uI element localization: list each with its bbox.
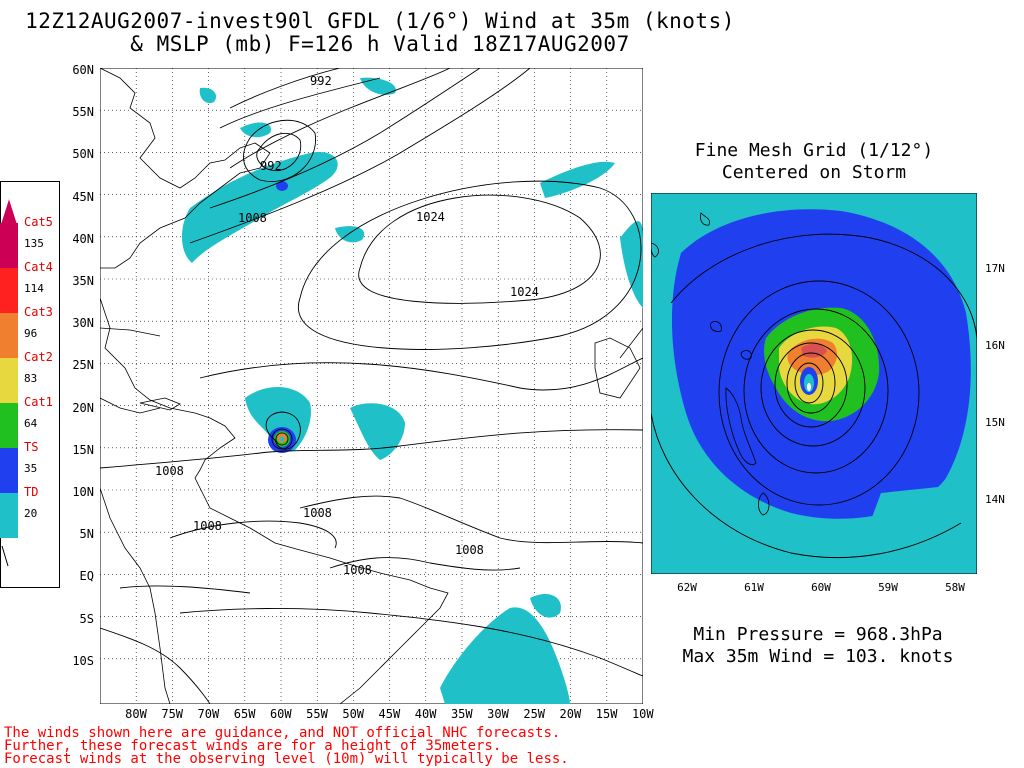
legend-threshold-value: 83 bbox=[24, 372, 38, 385]
latitude-tick-label: 10N bbox=[72, 485, 94, 499]
latitude-tick-label: 40N bbox=[72, 231, 94, 246]
latitude-tick-label: 5N bbox=[79, 527, 94, 542]
longitude-tick-label: 65W bbox=[233, 707, 256, 721]
disclaimer-line3: Forecast winds at the observing level (1… bbox=[4, 751, 569, 767]
isobar-label: 1008 bbox=[455, 543, 484, 557]
isobar-label: 1008 bbox=[193, 519, 222, 533]
legend-color-swatch bbox=[0, 358, 18, 403]
wind-intensity-legend: Cat5 135 Cat4 114 Cat3 96 Cat2 83 Cat1 64 TS 35 TD 20 bbox=[0, 181, 60, 588]
max-wind-readout: Max 35m Wind = 103. knots bbox=[682, 646, 954, 667]
latitude-tick-label: 50N bbox=[72, 147, 94, 162]
legend-category-label: TD bbox=[24, 485, 39, 499]
fine-longitude-tick-label: 61W bbox=[744, 581, 764, 594]
coastlines bbox=[100, 68, 643, 704]
longitude-tick-label: 15W bbox=[595, 707, 618, 721]
fine-latitude-tick-label: 16N bbox=[985, 339, 1005, 352]
legend-color-swatch bbox=[0, 448, 18, 493]
legend-color-swatch bbox=[0, 268, 18, 313]
legend-threshold-value: 114 bbox=[24, 282, 44, 295]
fine-latitude-tick-label: 14N bbox=[985, 493, 1005, 506]
fine-coastlines bbox=[651, 212, 770, 516]
isobar-label: 1008 bbox=[155, 464, 184, 478]
legend-threshold-value: 35 bbox=[24, 462, 38, 475]
latitude-tick-label: 5S bbox=[79, 611, 94, 626]
isobar-label: 992 bbox=[260, 159, 282, 173]
isobar-label: 1008 bbox=[343, 563, 372, 577]
legend-category-label: Cat4 bbox=[24, 260, 53, 274]
latitude-tick-label: 20N bbox=[72, 400, 94, 415]
map-title-line1: 12Z12AUG2007-invest90l GFDL (1/6°) Wind … bbox=[25, 9, 735, 33]
fine-latitude-tick-label: 17N bbox=[985, 262, 1005, 275]
map-title-line2: & MSLP (mb) F=126 h Valid 18Z17AUG2007 bbox=[130, 32, 630, 56]
storm-center-main bbox=[268, 427, 296, 453]
legend-category-label: Cat1 bbox=[24, 395, 53, 409]
legend-threshold-value: 135 bbox=[24, 237, 44, 250]
isobar-label: 1024 bbox=[416, 210, 445, 224]
longitude-tick-label: 30W bbox=[487, 707, 509, 721]
isobar-label: 992 bbox=[310, 74, 332, 88]
latitude-tick-label: 55N bbox=[72, 105, 94, 120]
min-pressure-readout: Min Pressure = 968.3hPa bbox=[693, 624, 943, 645]
fine-longitude-tick-label: 58W bbox=[945, 581, 965, 594]
isobar-labels: 992 992 1008 1024 1024 1008 1008 1008 10… bbox=[155, 74, 539, 577]
isobar-label: 1008 bbox=[303, 506, 332, 520]
isobar-contours bbox=[100, 68, 643, 704]
longitude-tick-label: 35W bbox=[450, 707, 473, 721]
legend-color-swatch bbox=[0, 493, 18, 538]
fine-longitude-tick-label: 59W bbox=[878, 581, 898, 594]
fine-mesh-subtitle: Centered on Storm bbox=[721, 162, 907, 183]
latitude-tick-label: 45N bbox=[72, 189, 94, 204]
legend-category-label: Cat5 bbox=[24, 215, 53, 229]
longitude-tick-label: 75W bbox=[161, 707, 184, 721]
legend-threshold-value: 20 bbox=[24, 507, 38, 520]
latitude-tick-label: 35N bbox=[72, 274, 94, 288]
longitude-tick-label: 10W bbox=[631, 707, 654, 721]
fine-latitude-tick-label: 15N bbox=[985, 416, 1005, 429]
fine-mesh-storm-map bbox=[651, 193, 977, 574]
disclaimer-line1: The winds shown here are guidance, and N… bbox=[4, 725, 561, 741]
isobar-label: 1008 bbox=[238, 211, 267, 225]
longitude-tick-label: 60W bbox=[269, 707, 292, 721]
cat4-wind-region bbox=[801, 343, 827, 358]
fine-mesh-title: Fine Mesh Grid (1/12°) bbox=[694, 140, 934, 161]
disclaimer-line2: Further, these forecast winds are for a … bbox=[4, 738, 502, 754]
fine-longitude-tick-label: 62W bbox=[677, 581, 697, 594]
legend-category-label: Cat3 bbox=[24, 305, 53, 319]
isobar-label: 1024 bbox=[510, 285, 539, 299]
longitude-tick-label: 45W bbox=[378, 707, 401, 721]
fine-longitude-tick-label: 60W bbox=[811, 581, 831, 594]
longitude-tick-label: 70W bbox=[197, 707, 220, 721]
latitude-tick-label: 60N bbox=[72, 63, 94, 77]
latitude-tick-label: EQ bbox=[79, 569, 94, 584]
longitude-tick-label: 25W bbox=[523, 707, 546, 721]
fine-isobars bbox=[651, 233, 977, 558]
legend-threshold-value: 96 bbox=[24, 327, 38, 340]
legend-category-label: TS bbox=[24, 440, 39, 454]
longitude-tick-label: 40W bbox=[414, 707, 437, 721]
latitude-tick-label: 30N bbox=[72, 316, 94, 331]
longitude-tick-label: 20W bbox=[559, 707, 582, 721]
legend-category-label: Cat2 bbox=[24, 350, 53, 364]
longitude-tick-label: 50W bbox=[342, 707, 365, 721]
legend-color-swatch bbox=[0, 313, 18, 358]
legend-color-swatch bbox=[0, 403, 18, 448]
latitude-tick-label: 25N bbox=[72, 358, 94, 373]
legend-threshold-value: 64 bbox=[24, 417, 38, 430]
main-wind-map: 992 992 1008 1024 1024 1008 1008 1008 10… bbox=[100, 68, 643, 704]
legend-color-swatch bbox=[0, 223, 18, 268]
latitude-tick-label: 10S bbox=[72, 653, 94, 668]
longitude-tick-label: 55W bbox=[306, 707, 328, 721]
latitude-tick-label: 15N bbox=[72, 442, 94, 457]
longitude-tick-label: 80W bbox=[125, 707, 147, 721]
